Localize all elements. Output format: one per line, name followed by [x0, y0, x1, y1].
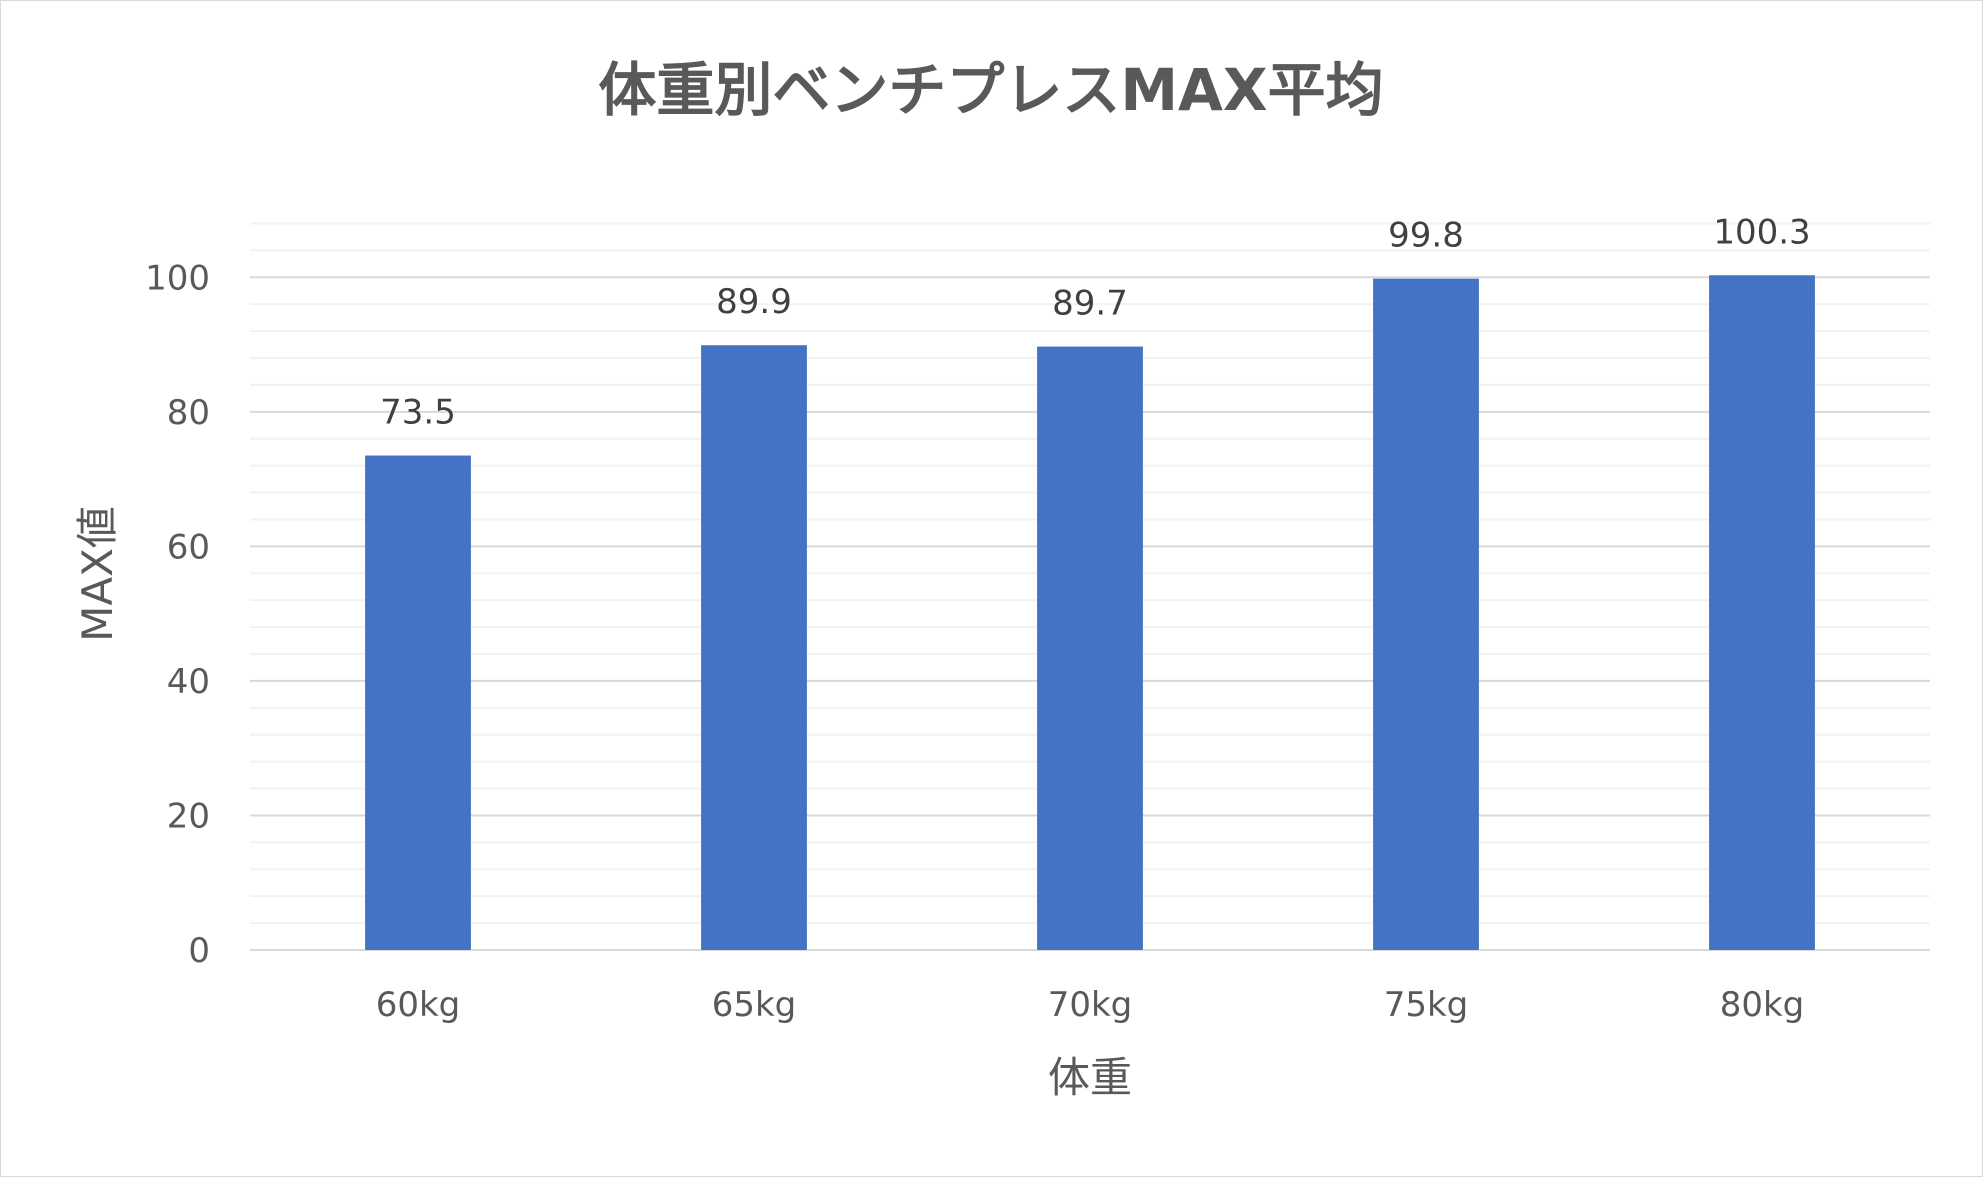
data-label-75kg: 99.8 [1388, 216, 1464, 256]
data-label-65kg: 89.9 [716, 282, 792, 322]
y-axis-tick-labels: 0 20 40 60 80 100 [145, 258, 210, 971]
bar-75kg [1373, 278, 1479, 951]
bar-60kg [365, 455, 471, 950]
x-tick-label-60kg: 60kg [376, 985, 461, 1025]
data-label-70kg: 89.7 [1052, 284, 1128, 324]
data-label-80kg: 100.3 [1713, 212, 1810, 252]
bar-80kg [1709, 275, 1815, 951]
chart-title: 体重別ベンチプレスMAX平均 [598, 56, 1383, 124]
bars [365, 275, 1815, 951]
y-tick-label: 40 [167, 662, 210, 702]
x-tick-label-80kg: 80kg [1720, 985, 1805, 1025]
y-tick-label: 100 [145, 258, 210, 298]
data-labels: 73.5 89.9 89.7 99.8 100.3 [380, 212, 1811, 432]
y-tick-label: 0 [188, 931, 210, 971]
x-tick-label-70kg: 70kg [1048, 985, 1133, 1025]
y-tick-label: 20 [167, 796, 210, 836]
y-tick-label: 80 [167, 393, 210, 433]
x-tick-label-75kg: 75kg [1384, 985, 1469, 1025]
bar-65kg [701, 345, 807, 951]
y-tick-label: 60 [167, 527, 210, 567]
x-tick-label-65kg: 65kg [712, 985, 797, 1025]
x-axis-tick-labels: 60kg 65kg 70kg 75kg 80kg [376, 985, 1805, 1025]
y-axis-title: MAX値 [73, 506, 122, 642]
data-label-60kg: 73.5 [380, 393, 456, 433]
bar-70kg [1037, 346, 1143, 951]
x-axis-title: 体重 [1048, 1053, 1132, 1102]
